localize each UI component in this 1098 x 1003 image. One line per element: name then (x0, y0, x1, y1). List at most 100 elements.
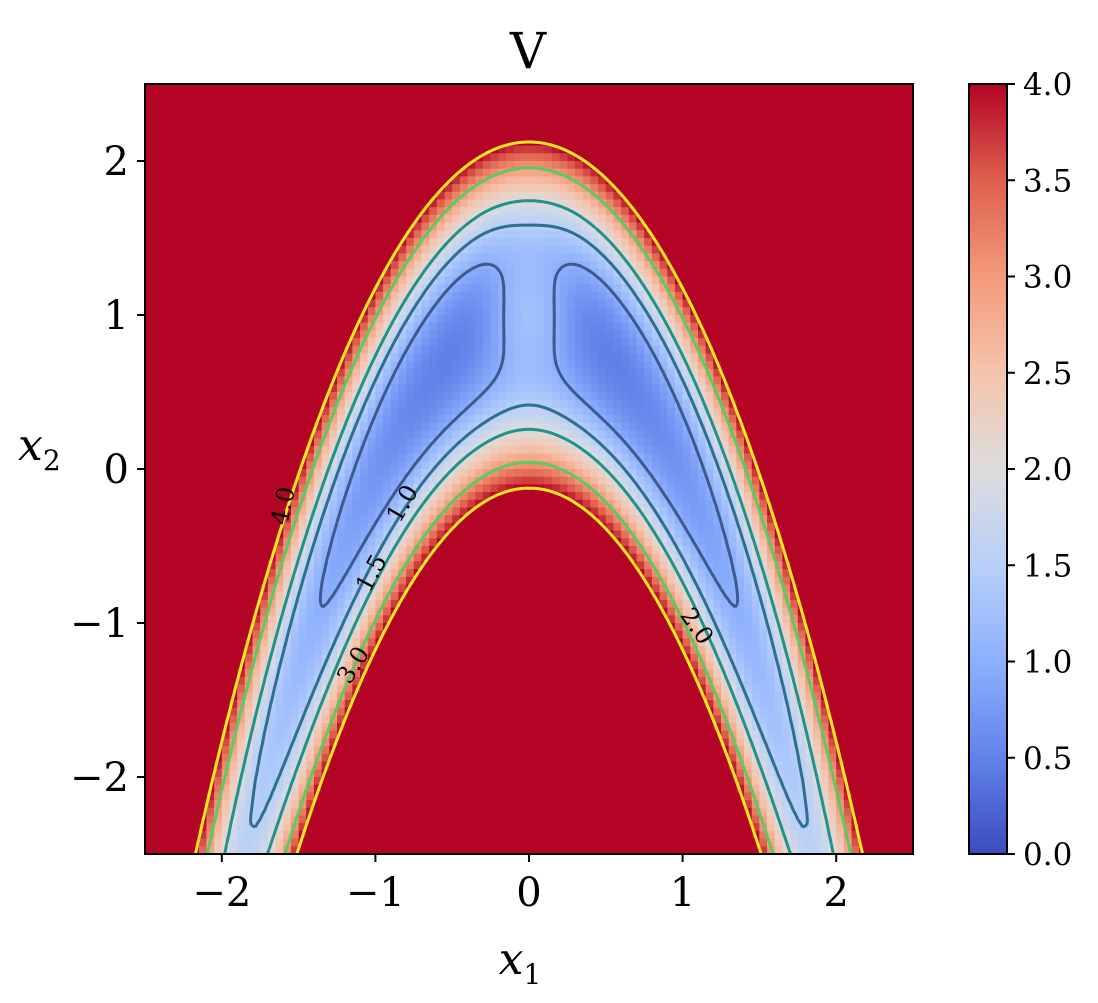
heatmap-cell (183, 761, 192, 770)
heatmap-cell (214, 461, 223, 470)
heatmap-cell (152, 553, 161, 562)
heatmap-cell (221, 230, 231, 239)
heatmap-cell (244, 476, 254, 485)
heatmap-cell (306, 222, 315, 231)
heatmap-cell (406, 315, 415, 324)
heatmap-cell (275, 230, 284, 239)
heatmap-cell (168, 499, 177, 509)
heatmap-cell (175, 461, 184, 470)
heatmap-cell (244, 484, 254, 493)
heatmap-cell (275, 222, 284, 231)
heatmap-cell (490, 615, 499, 624)
heatmap-cell (244, 114, 254, 124)
heatmap-cell (313, 330, 323, 339)
heatmap-cell (337, 176, 346, 185)
heatmap-cell (344, 638, 353, 647)
heatmap-cell (283, 230, 292, 239)
heatmap-cell (275, 315, 284, 324)
heatmap-cell (206, 176, 215, 185)
heatmap-cell (329, 653, 338, 663)
heatmap-cell (298, 623, 307, 632)
heatmap-cell (244, 384, 254, 393)
heatmap-cell (475, 376, 484, 385)
heatmap-cell (191, 84, 200, 93)
heatmap-cell (183, 769, 192, 778)
heatmap-cell (168, 438, 177, 447)
heatmap-cell (429, 830, 438, 840)
heatmap-cell (329, 361, 338, 370)
heatmap-cell (398, 546, 407, 555)
heatmap-cell (337, 145, 346, 154)
heatmap-cell (498, 268, 507, 278)
heatmap-cell (298, 284, 307, 293)
heatmap-cell (329, 807, 338, 817)
heatmap-cell (152, 638, 161, 647)
heatmap-cell (244, 846, 254, 855)
heatmap-cell (406, 284, 415, 293)
heatmap-cell (260, 392, 269, 401)
heatmap-cell (467, 676, 476, 686)
heatmap-cell (306, 638, 315, 647)
heatmap-cell (367, 723, 376, 732)
heatmap-cell (482, 253, 492, 262)
heatmap-cell (421, 507, 430, 516)
heatmap-cell (283, 253, 292, 262)
heatmap-cell (413, 546, 423, 555)
heatmap-cell (306, 561, 315, 570)
heatmap-cell (406, 191, 415, 201)
heatmap-cell (398, 761, 407, 770)
heatmap-cell (313, 823, 323, 832)
heatmap-cell (267, 676, 277, 686)
heatmap-cell (183, 392, 192, 401)
heatmap-cell (367, 392, 376, 401)
heatmap-cell (160, 492, 169, 501)
heatmap-cell (344, 353, 353, 362)
heatmap-cell (283, 168, 292, 177)
heatmap-cell (267, 145, 277, 154)
heatmap-cell (221, 176, 231, 185)
heatmap-cell (198, 615, 208, 624)
heatmap-cell (383, 461, 392, 470)
heatmap-cell (360, 823, 369, 832)
heatmap-cell (467, 153, 476, 162)
heatmap-cell (290, 623, 300, 632)
heatmap-cell (237, 599, 246, 609)
heatmap-cell (398, 453, 407, 462)
heatmap-cell (145, 307, 154, 316)
heatmap-cell (475, 245, 484, 254)
heatmap-cell (367, 815, 376, 824)
heatmap-cell (260, 800, 269, 809)
heatmap-cell (198, 830, 208, 840)
heatmap-cell (482, 130, 492, 139)
heatmap-cell (413, 492, 423, 501)
heatmap-cell (475, 492, 484, 501)
heatmap-cell (321, 322, 330, 331)
heatmap-cell (152, 661, 161, 670)
heatmap-cell (375, 692, 384, 701)
heatmap-cell (152, 368, 161, 378)
heatmap-cell (429, 499, 438, 509)
heatmap-cell (337, 453, 346, 462)
heatmap-cell (191, 291, 200, 301)
heatmap-cell (191, 646, 200, 655)
heatmap-cell (498, 769, 507, 778)
heatmap-cell (175, 107, 184, 116)
heatmap-cell (298, 469, 307, 478)
heatmap-cell (490, 476, 499, 485)
heatmap-cell (214, 576, 223, 586)
heatmap-cell (421, 807, 430, 817)
heatmap-cell (183, 669, 192, 678)
heatmap-cell (290, 538, 300, 547)
heatmap-cell (521, 569, 530, 578)
heatmap-cell (321, 830, 330, 840)
heatmap-cell (283, 469, 292, 478)
heatmap-cell (321, 838, 330, 847)
heatmap-cell (521, 707, 530, 716)
heatmap-cell (352, 530, 361, 539)
heatmap-cell (191, 623, 200, 632)
heatmap-cell (206, 376, 215, 385)
heatmap-cell (306, 307, 315, 316)
heatmap-cell (313, 830, 323, 840)
heatmap-cell (214, 407, 223, 416)
heatmap-cell (214, 515, 223, 524)
